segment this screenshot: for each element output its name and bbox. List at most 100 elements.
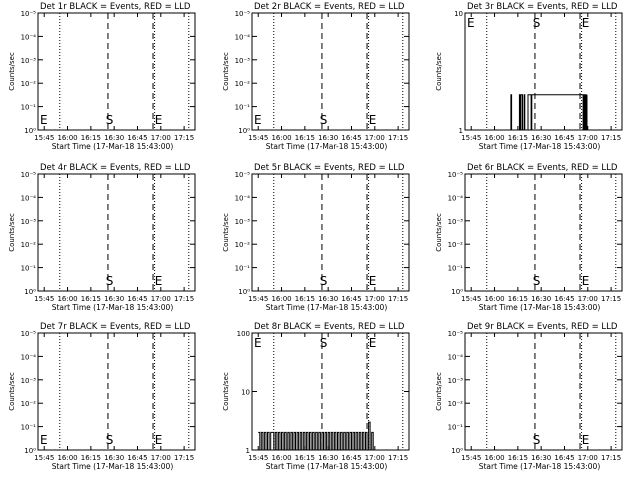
events-series-line (510, 94, 588, 131)
panel-det7: Det 7r BLACK = Events, RED = LLD 15:45 16:… (8, 322, 196, 471)
x-tick-label: 16:45 (554, 134, 574, 142)
plot-frame (37, 173, 196, 292)
events-series-line (258, 421, 374, 451)
x-tick-label: 15:45 (34, 454, 54, 462)
plot-frame (37, 332, 196, 451)
marker-e: E (582, 16, 590, 30)
marker-s: S (320, 336, 328, 350)
plot-frame (37, 12, 196, 131)
y-axis-label: Counts/sec (222, 52, 230, 91)
y-axis-label: Counts/sec (435, 372, 443, 411)
x-tick-label: 17:00 (151, 454, 171, 462)
y-tick-label: 10⁻⁵ (235, 171, 251, 179)
x-tick-label: 17:00 (578, 454, 598, 462)
y-axis-label: Counts/sec (8, 213, 16, 252)
x-tick-label: 17:00 (151, 295, 171, 303)
y-tick-label: 10⁻³ (21, 218, 37, 226)
y-tick-label: 10⁻⁴ (448, 194, 464, 202)
x-axis-label: Start Time (17-Mar-18 15:43:00) (266, 142, 388, 151)
marker-e: E (582, 433, 590, 447)
x-tick-label: 16:15 (508, 295, 528, 303)
y-tick-label: 10⁻⁴ (21, 194, 37, 202)
x-tick-label: 16:15 (81, 295, 101, 303)
y-tick-label: 10⁻¹ (448, 424, 464, 432)
x-tick-label: 15:45 (34, 134, 54, 142)
y-tick-label: 10⁻¹ (235, 104, 251, 112)
x-tick-label: 17:00 (365, 295, 385, 303)
marker-left: E (254, 336, 262, 350)
y-axis-label: Counts/sec (435, 213, 443, 252)
panel-title: Det 5r BLACK = Events, RED = LLD (254, 163, 405, 173)
y-tick-label: 10⁻¹ (21, 104, 37, 112)
y-tick-label: 10⁻¹ (21, 424, 37, 432)
x-axis-label: Start Time (17-Mar-18 15:43:00) (479, 462, 601, 471)
x-tick-label: 16:30 (531, 454, 551, 462)
x-tick-label: 15:45 (34, 295, 54, 303)
marker-left: E (40, 433, 48, 447)
x-tick-label: 16:45 (554, 454, 574, 462)
x-axis-label: Start Time (17-Mar-18 15:43:00) (479, 142, 601, 151)
y-tick-label: 10⁻³ (21, 57, 37, 65)
x-tick-label: 17:15 (601, 454, 621, 462)
y-tick-label: 10 (454, 10, 463, 18)
x-tick-label: 16:45 (341, 134, 361, 142)
x-tick-label: 16:15 (295, 134, 315, 142)
x-tick-label: 15:45 (461, 454, 481, 462)
y-tick-label: 10⁻¹ (21, 265, 37, 273)
y-tick-label: 10⁻³ (235, 218, 251, 226)
x-tick-label: 17:15 (174, 134, 194, 142)
panel-title: Det 7r BLACK = Events, RED = LLD (40, 322, 191, 332)
x-tick-label: 17:15 (174, 454, 194, 462)
x-tick-label: 16:15 (508, 454, 528, 462)
x-tick-label: 16:15 (508, 134, 528, 142)
y-tick-label: 10⁻⁴ (448, 353, 464, 361)
x-tick-label: 15:45 (248, 454, 268, 462)
x-axis-label: Start Time (17-Mar-18 15:43:00) (52, 303, 174, 312)
x-tick-label: 16:00 (484, 454, 504, 462)
x-tick-label: 15:45 (248, 134, 268, 142)
x-tick-label: 17:00 (151, 134, 171, 142)
x-tick-label: 16:00 (484, 134, 504, 142)
x-tick-label: 17:15 (601, 134, 621, 142)
x-tick-label: 16:45 (127, 295, 147, 303)
x-axis-label: Start Time (17-Mar-18 15:43:00) (479, 303, 601, 312)
y-tick-label: 10⁻² (21, 80, 37, 88)
x-tick-label: 17:15 (388, 295, 408, 303)
x-tick-label: 17:00 (365, 454, 385, 462)
marker-s: S (106, 113, 114, 127)
x-tick-label: 17:00 (365, 134, 385, 142)
y-tick-label: 10⁻⁴ (21, 353, 37, 361)
panel-title: Det 3r BLACK = Events, RED = LLD (467, 2, 618, 12)
x-tick-label: 16:45 (341, 295, 361, 303)
plot-frame (464, 332, 623, 451)
y-axis-label: Counts/sec (8, 52, 16, 91)
x-tick-label: 16:15 (295, 454, 315, 462)
x-tick-label: 16:00 (484, 295, 504, 303)
panel-title: Det 4r BLACK = Events, RED = LLD (40, 163, 191, 173)
x-tick-label: 16:00 (57, 454, 77, 462)
x-tick-label: 16:00 (57, 134, 77, 142)
x-tick-label: 16:30 (104, 295, 124, 303)
marker-e: E (155, 113, 163, 127)
y-tick-label: 10⁻⁵ (21, 330, 37, 338)
plot-frame (251, 12, 410, 131)
y-tick-label: 10⁻³ (235, 57, 251, 65)
x-tick-label: 16:00 (57, 295, 77, 303)
y-tick-label: 10⁻¹ (235, 265, 251, 273)
x-tick-label: 16:45 (554, 295, 574, 303)
y-tick-label: 1 (459, 127, 463, 135)
y-tick-label: 10⁻² (235, 80, 251, 88)
x-tick-label: 16:15 (81, 134, 101, 142)
y-tick-label: 10⁻² (448, 241, 464, 249)
x-tick-label: 17:15 (388, 134, 408, 142)
y-tick-label: 10⁻³ (21, 377, 37, 385)
y-tick-label: 10⁰ (24, 447, 36, 455)
x-tick-label: 15:45 (248, 295, 268, 303)
y-tick-label: 10⁰ (24, 127, 36, 135)
marker-s: S (533, 16, 541, 30)
